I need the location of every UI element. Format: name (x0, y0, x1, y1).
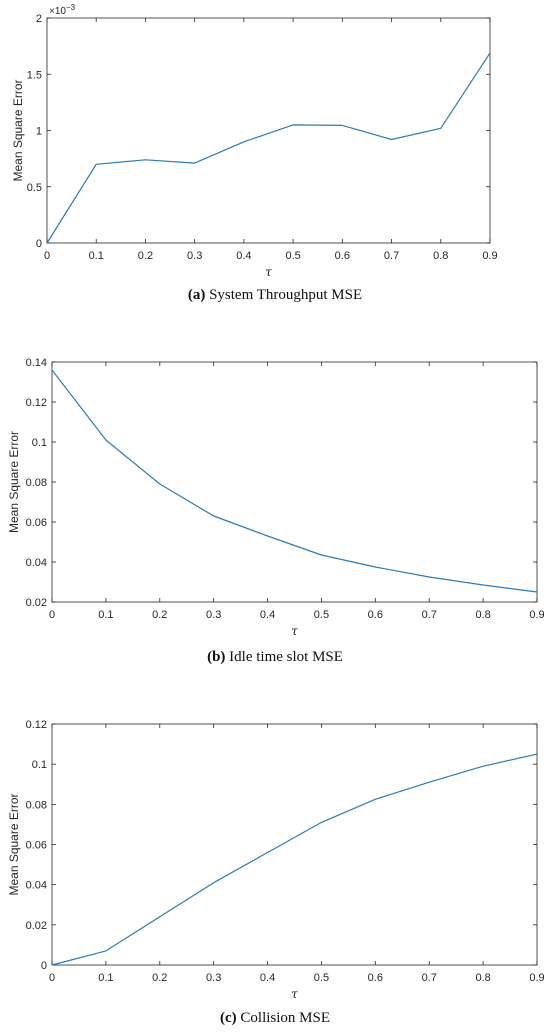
y-tick-label: 0.06 (26, 840, 47, 852)
x-tick-label: 0.6 (368, 972, 383, 984)
x-tick-label: 0 (49, 609, 55, 621)
plot-frame (46, 17, 491, 244)
x-tick-label: 0.2 (138, 250, 153, 262)
chart-b-svg: 0 0.1 0.2 0.3 0.4 0.5 0.6 0.7 0.8 0.9 0.02 0.04 0.06… (7, 357, 545, 638)
x-tick-label: 0.1 (89, 250, 104, 262)
x-tick-label: 0.5 (314, 609, 329, 621)
x-tick-label: 0.6 (335, 250, 350, 262)
y-tick-label: 0.02 (26, 597, 47, 609)
caption-c-text: Collision MSE (240, 1010, 330, 1026)
x-tick-label: 0.4 (260, 609, 275, 621)
y-tick-label: 0.08 (26, 799, 47, 811)
y-tick-label: 0.04 (26, 880, 47, 892)
x-tick-label: 0.3 (206, 972, 221, 984)
x-tick-label: 0.4 (260, 972, 275, 984)
chart-panel-a: 0 0.1 0.2 0.3 0.4 0.5 0.6 0.7 0.8 0.9 0 0.5 1 1.5 2 τ Me… (0, 0, 550, 315)
plot-frame (51, 723, 538, 966)
chart-c-svg: 0 0.1 0.2 0.3 0.4 0.5 0.6 0.7 0.8 0.9 0 0.02 0.04 0.0… (7, 719, 545, 1001)
series-line (46, 52, 491, 244)
x-axis-label: τ (291, 624, 298, 638)
y-tick-label: 0.12 (26, 719, 47, 731)
x-tick-label: 0 (49, 972, 55, 984)
series-line (51, 369, 538, 593)
y-tick-label: 0.1 (32, 759, 47, 771)
x-tick-label: 0.9 (482, 250, 497, 262)
caption-a: (a) System Throughput MSE (0, 287, 550, 304)
x-tick-label: 0.8 (433, 250, 448, 262)
caption-c: (c) Collision MSE (0, 1010, 550, 1027)
x-tick-label: 0.5 (314, 972, 329, 984)
x-tick-label: 0.3 (187, 250, 202, 262)
x-tick-label: 0.4 (236, 250, 251, 262)
x-tick-label: 0.7 (422, 609, 437, 621)
caption-b-label: (b) (207, 649, 226, 665)
x-tick-label: 0.2 (152, 972, 167, 984)
x-tick-label: 0 (44, 250, 50, 262)
chart-panel-c: 0 0.1 0.2 0.3 0.4 0.5 0.6 0.7 0.8 0.9 0 0.02 0.04 0.0… (0, 712, 550, 1036)
y-tick-label: 0.02 (26, 920, 47, 932)
caption-c-label: (c) (219, 1010, 237, 1026)
y-tick-label: 0 (36, 238, 42, 250)
y-tick-label: 1 (36, 126, 42, 138)
y-tick-label: 0.12 (26, 397, 47, 409)
y-axis-label: Mean Square Error (7, 793, 21, 895)
y-tick-label: 0.04 (26, 557, 47, 569)
y-exponent-label: ×10−3 (49, 3, 76, 17)
chart-panel-b: 0 0.1 0.2 0.3 0.4 0.5 0.6 0.7 0.8 0.9 0.02 0.04 0.06… (0, 350, 550, 680)
x-tick-label: 0.7 (384, 250, 399, 262)
x-tick-label: 0.1 (98, 972, 113, 984)
y-tick-label: 1.5 (27, 69, 42, 81)
x-tick-label: 0.9 (529, 609, 544, 621)
x-tick-label: 0.9 (529, 972, 544, 984)
caption-b: (b) Idle time slot MSE (0, 649, 550, 666)
chart-a-svg: 0 0.1 0.2 0.3 0.4 0.5 0.6 0.7 0.8 0.9 0 0.5 1 1.5 2 τ Me… (11, 3, 498, 279)
x-tick-label: 0.8 (475, 972, 490, 984)
caption-b-text: Idle time slot MSE (229, 649, 343, 665)
x-tick-label: 0.5 (285, 250, 300, 262)
x-tick-label: 0.7 (422, 972, 437, 984)
x-axis-label: τ (265, 265, 272, 279)
y-axis-label: Mean Square Error (11, 79, 25, 181)
x-tick-label: 0.2 (152, 609, 167, 621)
x-tick-label: 0.6 (368, 609, 383, 621)
y-axis-label: Mean Square Error (7, 431, 21, 533)
x-tick-label: 0.3 (206, 609, 221, 621)
y-tick-label: 0.1 (32, 437, 47, 449)
y-tick-label: 0 (41, 960, 47, 972)
y-tick-label: 2 (36, 13, 42, 25)
plot-frame (51, 361, 538, 603)
x-axis-label: τ (291, 987, 298, 1001)
series-line (51, 753, 538, 966)
y-tick-label: 0.5 (27, 182, 42, 194)
x-tick-label: 0.1 (98, 609, 113, 621)
caption-a-text: System Throughput MSE (209, 287, 363, 303)
caption-a-label: (a) (187, 287, 206, 303)
x-tick-label: 0.8 (475, 609, 490, 621)
y-tick-label: 0.08 (26, 477, 47, 489)
y-tick-label: 0.14 (26, 357, 47, 369)
y-tick-label: 0.06 (26, 517, 47, 529)
